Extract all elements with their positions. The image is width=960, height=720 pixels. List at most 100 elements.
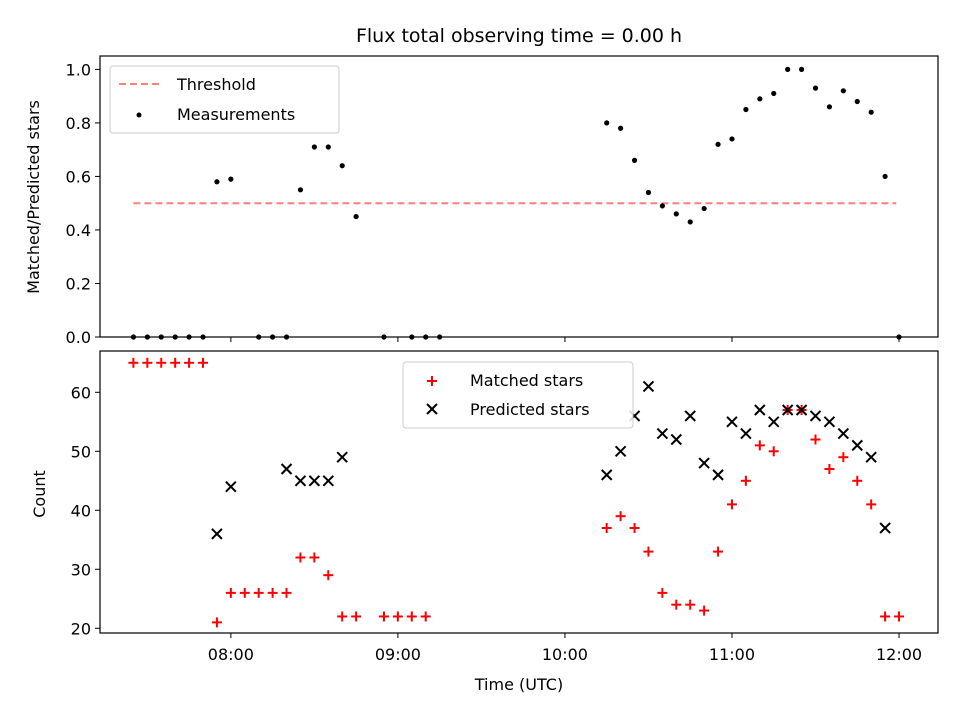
predicted-star-point bbox=[823, 416, 836, 428]
matched-star-point bbox=[198, 357, 209, 368]
matched-star-point bbox=[295, 552, 306, 563]
bottom-y-tick-label: 50 bbox=[71, 442, 91, 461]
top-y-tick-label: 0.4 bbox=[66, 221, 91, 240]
matched-star-point bbox=[267, 587, 278, 598]
measurement-point bbox=[771, 90, 777, 97]
top-plot-area bbox=[130, 66, 902, 340]
measurement-point bbox=[659, 203, 665, 209]
bottom-plot-area bbox=[128, 357, 905, 628]
predicted-star-point bbox=[294, 475, 307, 487]
bottom-y-tick-label: 30 bbox=[71, 560, 91, 579]
bottom-y-tick-label: 60 bbox=[71, 383, 91, 402]
measurement-point bbox=[854, 98, 860, 105]
matched-star-point bbox=[699, 605, 710, 616]
measurement-point bbox=[798, 66, 805, 72]
matched-star-point bbox=[378, 611, 389, 622]
top-y-tick-label: 0.2 bbox=[66, 274, 91, 293]
measurement-point bbox=[687, 219, 693, 225]
legend-measurements-label: Measurements bbox=[177, 105, 295, 124]
chart-title: Flux total observing time = 0.00 h bbox=[356, 25, 682, 47]
matched-star-point bbox=[601, 522, 612, 533]
measurement-point bbox=[882, 173, 888, 180]
matched-star-point bbox=[142, 357, 153, 368]
measurement-point bbox=[228, 176, 234, 182]
predicted-star-point bbox=[684, 410, 696, 422]
measurement-point bbox=[729, 136, 735, 142]
legend-matched-swatch bbox=[427, 376, 437, 386]
predicted-star-point bbox=[768, 416, 780, 428]
matched-star-point bbox=[281, 587, 292, 598]
matched-star-point bbox=[323, 570, 334, 581]
measurement-point bbox=[604, 120, 610, 126]
x-tick-label: 10:00 bbox=[542, 645, 588, 664]
matched-star-point bbox=[671, 599, 682, 610]
matched-star-point bbox=[406, 611, 417, 622]
predicted-star-point bbox=[308, 475, 321, 487]
matched-star-point bbox=[866, 499, 877, 510]
matched-star-point bbox=[170, 357, 181, 368]
legend-predicted-label: Predicted stars bbox=[470, 400, 590, 419]
bottom-legend-box bbox=[402, 361, 634, 429]
bottom-axis-ticks: 20 30 40 50 60 08:00 09:00 10:00 11:00 12:00 bbox=[71, 383, 922, 664]
legend-matched-label: Matched stars bbox=[470, 371, 583, 390]
legend-threshold-label: Threshold bbox=[176, 75, 256, 94]
bottom-axes-frame bbox=[99, 350, 939, 634]
bottom-y-tick-label: 40 bbox=[71, 501, 91, 520]
matched-star-point bbox=[156, 357, 167, 368]
matched-star-point bbox=[253, 587, 264, 598]
matched-star-point bbox=[740, 475, 751, 486]
top-y-tick-label: 0.8 bbox=[66, 114, 91, 133]
predicted-star-point bbox=[865, 451, 877, 463]
predicted-star-point bbox=[642, 380, 655, 393]
measurement-point bbox=[826, 104, 833, 110]
bottom-legend: Matched stars Predicted stars bbox=[402, 361, 634, 429]
matched-star-point bbox=[629, 522, 640, 533]
measurement-point bbox=[339, 163, 345, 169]
legend-predicted-swatch bbox=[426, 403, 438, 415]
matched-star-point bbox=[726, 499, 737, 510]
bottom-y-tick-label: 20 bbox=[71, 619, 91, 638]
predicted-star-point bbox=[336, 451, 348, 463]
measurement-point bbox=[353, 213, 359, 220]
matched-star-point bbox=[852, 475, 863, 486]
measurement-point bbox=[868, 109, 874, 115]
matched-star-point bbox=[657, 587, 668, 598]
matched-star-point bbox=[768, 446, 779, 457]
matched-star-point bbox=[225, 587, 236, 598]
predicted-star-point bbox=[656, 427, 669, 440]
matched-star-point bbox=[392, 611, 403, 622]
matched-star-point bbox=[337, 611, 348, 622]
measurement-point bbox=[325, 144, 331, 150]
predicted-star-point bbox=[280, 463, 293, 475]
measurement-point bbox=[701, 205, 707, 212]
measurement-point bbox=[645, 189, 652, 196]
top-axes-frame bbox=[99, 55, 939, 338]
measurement-point bbox=[743, 106, 749, 113]
measurement-point bbox=[785, 66, 791, 72]
predicted-star-point bbox=[600, 469, 613, 481]
top-y-tick-label: 1.0 bbox=[66, 60, 91, 79]
predicted-star-point bbox=[322, 475, 334, 487]
measurement-point bbox=[673, 211, 679, 217]
predicted-star-point bbox=[225, 480, 237, 493]
top-y-axis-label: Matched/Predicted stars bbox=[24, 100, 43, 294]
matched-star-point bbox=[685, 599, 696, 610]
measurement-point bbox=[214, 179, 220, 185]
bottom-y-axis-label: Count bbox=[30, 470, 49, 518]
top-y-tick-label: 0.0 bbox=[66, 328, 91, 347]
predicted-star-point bbox=[781, 404, 794, 416]
top-axis-ticks: 0.0 0.2 0.4 0.6 0.8 1.0 bbox=[66, 60, 900, 347]
predicted-star-point bbox=[740, 427, 752, 440]
predicted-star-point bbox=[754, 404, 766, 416]
matched-star-point bbox=[754, 440, 765, 451]
x-tick-label: 08:00 bbox=[208, 645, 254, 664]
predicted-star-point bbox=[698, 457, 710, 469]
matched-star-point bbox=[184, 357, 195, 368]
predicted-star-point bbox=[795, 404, 808, 416]
top-legend-box bbox=[109, 65, 340, 134]
predicted-star-point bbox=[879, 522, 891, 534]
x-tick-label: 11:00 bbox=[709, 645, 755, 664]
measurement-point bbox=[715, 141, 721, 147]
matched-star-point bbox=[643, 546, 654, 557]
